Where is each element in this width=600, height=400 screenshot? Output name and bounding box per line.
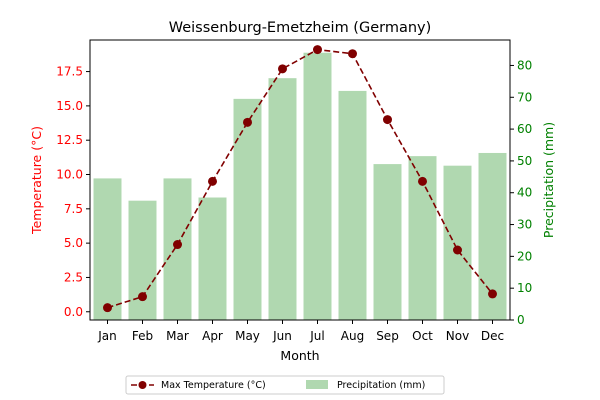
y-right-tick-label: 20 xyxy=(517,249,532,263)
temperature-point-jun xyxy=(278,64,287,74)
x-axis-label: Month xyxy=(280,348,319,363)
x-tick-label-sep: Sep xyxy=(376,329,399,343)
temperature-point-jan xyxy=(103,303,112,313)
temperature-point-aug xyxy=(348,49,357,59)
x-tick-label-jul: Jul xyxy=(309,329,324,343)
y-right-tick-label: 0 xyxy=(517,313,525,327)
y-right-tick-label: 50 xyxy=(517,154,532,168)
x-tick-label-feb: Feb xyxy=(132,329,153,343)
axes: 0.0 2.5 5.0 7.5 10.0 12.5 15.0 17.5 0 10 20 30 40 50 6… xyxy=(56,39,532,343)
temperature-line-path xyxy=(107,48,494,309)
precipitation-bars xyxy=(93,52,507,321)
precipitation-bar-aug xyxy=(338,90,367,320)
x-tick-label-oct: Oct xyxy=(412,329,433,343)
y-left-tick-label: 0.0 xyxy=(64,305,83,319)
y-left-tick-label: 5.0 xyxy=(64,236,83,250)
temperature-point-feb xyxy=(138,292,147,302)
precipitation-bar-mar xyxy=(163,178,192,320)
temperature-point-jul xyxy=(313,45,322,55)
precipitation-bar-feb xyxy=(128,200,157,320)
legend: Max Temperature (°C) Precipitation (mm) xyxy=(125,375,445,395)
legend-box xyxy=(125,375,445,395)
temperature-point-oct xyxy=(418,176,427,186)
temperature-point-apr xyxy=(208,176,217,186)
legend-marker-swatch xyxy=(138,381,147,389)
legend-label-precipitation: Precipitation (mm) xyxy=(337,380,425,391)
temperature-point-mar xyxy=(173,240,182,250)
y-axis-left-label: Temperature (°C) xyxy=(29,126,44,235)
y-right-tick-label: 10 xyxy=(517,281,532,295)
y-right-tick-label: 80 xyxy=(517,58,532,72)
y-right-tick-label: 70 xyxy=(517,90,532,104)
precipitation-bar-jun xyxy=(268,78,297,320)
precipitation-bar-sep xyxy=(373,164,402,320)
x-tick-label-aug: Aug xyxy=(341,329,364,343)
y-left-tick-label: 17.5 xyxy=(56,65,83,79)
temperature-point-nov xyxy=(453,245,462,255)
chart-title: Weissenburg-Emetzheim (Germany) xyxy=(169,20,432,36)
y-left-tick-label: 12.5 xyxy=(56,133,83,147)
temperature-point-may xyxy=(243,117,252,127)
x-tick-label-mar: Mar xyxy=(166,329,189,343)
y-left-tick-label: 7.5 xyxy=(64,202,83,216)
temperature-line xyxy=(103,45,497,313)
temperature-point-dec xyxy=(488,289,497,299)
temperature-point-sep xyxy=(383,115,392,125)
y-right-tick-label: 30 xyxy=(517,218,532,232)
precipitation-bar-nov xyxy=(443,165,472,320)
x-tick-label-jan: Jan xyxy=(97,329,117,343)
precipitation-bar-jan xyxy=(93,178,122,320)
precipitation-bar-may xyxy=(233,98,262,320)
precipitation-bar-apr xyxy=(198,197,227,320)
y-left-tick-label: 15.0 xyxy=(56,99,83,113)
plot-frame xyxy=(89,39,511,321)
x-tick-label-nov: Nov xyxy=(446,329,469,343)
legend-label-temperature: Max Temperature (°C) xyxy=(161,380,266,391)
precipitation-bar-jul xyxy=(303,52,332,321)
x-tick-label-dec: Dec xyxy=(481,329,504,343)
y-left-tick-label: 10.0 xyxy=(56,168,83,182)
legend-bar-swatch xyxy=(306,380,328,389)
y-left-tick-label: 2.5 xyxy=(64,270,83,284)
x-tick-label-jun: Jun xyxy=(272,329,292,343)
y-right-tick-label: 60 xyxy=(517,122,532,136)
x-tick-label-apr: Apr xyxy=(202,329,223,343)
x-tick-label-may: May xyxy=(235,329,260,343)
y-axis-right-label: Precipitation (mm) xyxy=(541,122,556,238)
y-right-tick-label: 40 xyxy=(517,186,532,200)
